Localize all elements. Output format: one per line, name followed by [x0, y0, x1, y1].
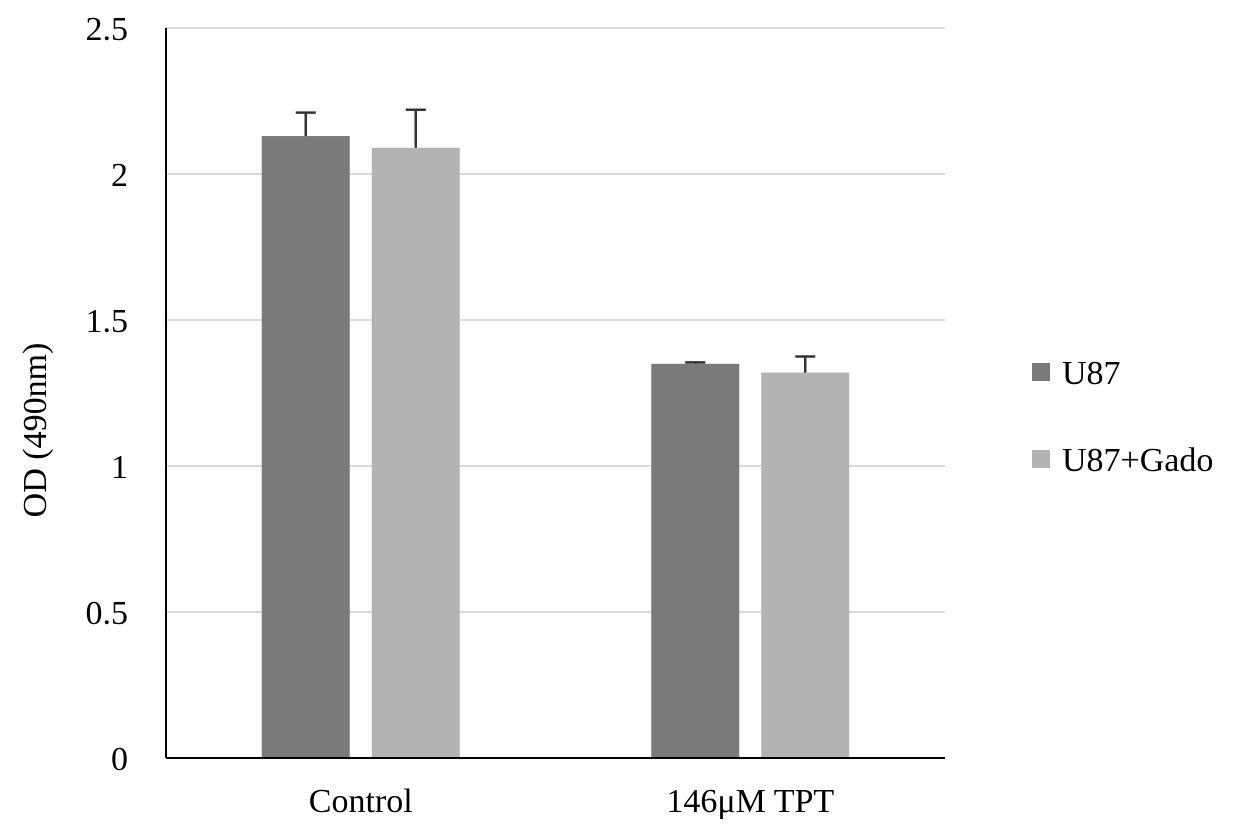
y-tick-label: 0	[111, 741, 128, 778]
y-tick-label: 1	[111, 449, 128, 486]
y-tick-label: 2.5	[86, 11, 129, 48]
bar-u87-1	[651, 363, 740, 758]
bar-u87-gado-0	[371, 147, 460, 759]
legend-swatch	[1032, 450, 1050, 468]
x-category-label: 146μM TPT	[666, 783, 834, 820]
legend-label: U87	[1062, 355, 1121, 392]
x-category-labels: Control 146μM TPT	[309, 783, 835, 820]
error-bars	[295, 108, 816, 373]
legend-swatch	[1032, 363, 1050, 381]
y-tick-label: 1.5	[86, 303, 129, 340]
y-tick-label: 0.5	[86, 595, 129, 632]
legend-label: U87+Gado	[1062, 442, 1213, 479]
bar-u87-0	[261, 136, 350, 759]
x-category-label: Control	[309, 783, 413, 820]
y-tick-label: 2	[111, 157, 128, 194]
legend: U87 U87+Gado	[1032, 355, 1213, 479]
bars	[261, 136, 850, 759]
y-tick-labels: 0 0.5 1 1.5 2 2.5	[86, 11, 129, 778]
bar-u87-gado-1	[761, 372, 850, 758]
axes	[165, 28, 945, 759]
y-axis-title: OD (490nm)	[17, 343, 54, 518]
